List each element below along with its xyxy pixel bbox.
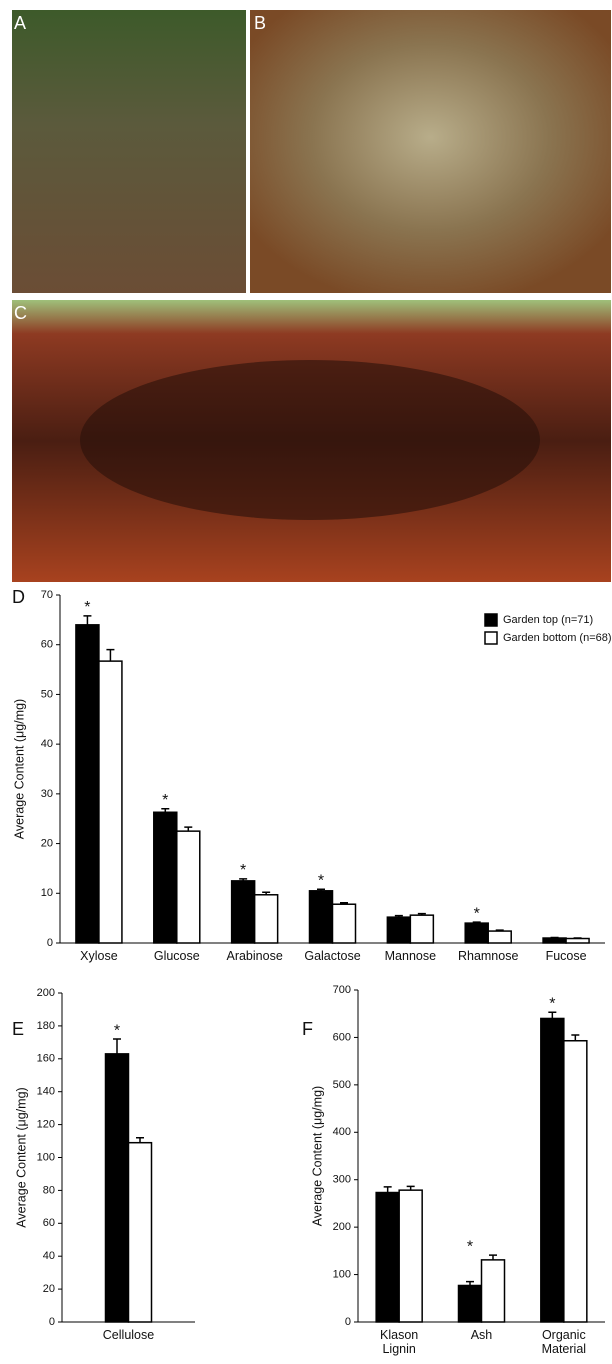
significance-marker: * [240,862,246,879]
bar [99,661,122,943]
y-tick-label: 100 [37,1151,55,1163]
x-tick-label: Ash [453,1328,511,1342]
figure-canvas: A B C D E F 0 10 20 30 40 50 60 70 Average Conte… [0,0,612,1364]
photo [12,10,246,293]
y-tick-label: 120 [37,1119,55,1131]
y-tick-label: 200 [333,1221,351,1233]
bar [465,923,488,943]
y-tick-label: 0 [47,937,53,949]
significance-marker: * [162,792,168,809]
y-tick-label: 40 [43,1250,55,1262]
legend-label: Garden bottom (n=68) [503,632,612,644]
bar [232,881,255,943]
y-tick-label: 20 [43,1283,55,1295]
y-tick-label: 140 [37,1086,55,1098]
y-tick-label: 50 [41,688,53,700]
significance-marker: * [474,905,480,922]
y-tick-label: 80 [43,1184,55,1196]
y-tick-label: 60 [43,1217,55,1229]
bar [459,1285,482,1322]
bar [76,625,99,943]
error-bar [571,1035,579,1041]
panel-label: A [14,13,26,33]
photo-detail [80,360,540,520]
bar [177,831,200,943]
y-axis-label: Average Content (μg/mg) [14,1087,28,1227]
bar [376,1193,399,1322]
bar [106,1054,129,1322]
y-tick-label: 160 [37,1053,55,1065]
panel-label: F [302,1019,313,1039]
y-tick-label: 10 [41,887,53,899]
y-tick-label: 20 [41,837,53,849]
legend-swatch [485,632,497,644]
bar [410,915,433,943]
error-bar [106,650,114,661]
x-tick-label: Fucose [526,949,606,963]
y-axis-label: Average Content (μg/mg) [12,699,26,839]
y-tick-label: 200 [37,987,55,999]
legend-swatch [485,614,497,626]
x-tick-label: Organic Material [535,1328,593,1356]
significance-marker: * [114,1022,120,1039]
x-tick-label: Arabinose [215,949,295,963]
y-tick-label: 0 [49,1316,55,1328]
bar [129,1143,152,1322]
y-tick-label: 300 [333,1174,351,1186]
y-tick-label: 600 [333,1031,351,1043]
bar [564,1041,587,1322]
bar [333,904,356,943]
panel-label: C [14,303,27,323]
y-tick-label: 60 [41,639,53,651]
significance-marker: * [84,599,90,616]
error-bar [548,1012,556,1018]
error-bar [384,1187,392,1193]
x-tick-label: Xylose [59,949,139,963]
y-tick-label: 500 [333,1079,351,1091]
x-tick-label: Rhamnose [448,949,528,963]
y-axis-label: Average Content (μg/mg) [310,1086,324,1226]
y-tick-label: 70 [41,589,53,601]
x-tick-label: Klason Lignin [370,1328,428,1356]
y-tick-label: 100 [333,1268,351,1280]
bar [399,1190,422,1322]
panel-label: D [12,587,25,607]
bar [543,938,566,943]
significance-marker: * [318,873,324,890]
bar [387,917,410,943]
y-tick-label: 0 [345,1316,351,1328]
bar [541,1018,564,1322]
y-tick-label: 180 [37,1020,55,1032]
significance-marker: * [549,996,555,1013]
y-tick-label: 30 [41,788,53,800]
bar [310,891,333,943]
y-tick-label: 40 [41,738,53,750]
panel-label: B [254,13,266,33]
bar [255,895,278,943]
bar [154,812,177,943]
y-tick-label: 700 [333,984,351,996]
x-tick-label: Galactose [293,949,373,963]
x-tick-label: Glucose [137,949,217,963]
legend-label: Garden top (n=71) [503,614,593,626]
bar [488,931,511,943]
error-bar [113,1039,121,1054]
figure: A B C D E F 0 10 20 30 40 50 60 70 Average Conte… [0,0,612,1364]
error-bar [83,616,91,625]
photo [250,10,611,293]
significance-marker: * [467,1238,473,1255]
x-tick-label: Mannose [370,949,450,963]
x-tick-label: Cellulose [79,1328,179,1342]
panel-label: E [12,1019,24,1039]
bar [566,939,589,943]
y-tick-label: 400 [333,1126,351,1138]
bar [482,1260,505,1322]
